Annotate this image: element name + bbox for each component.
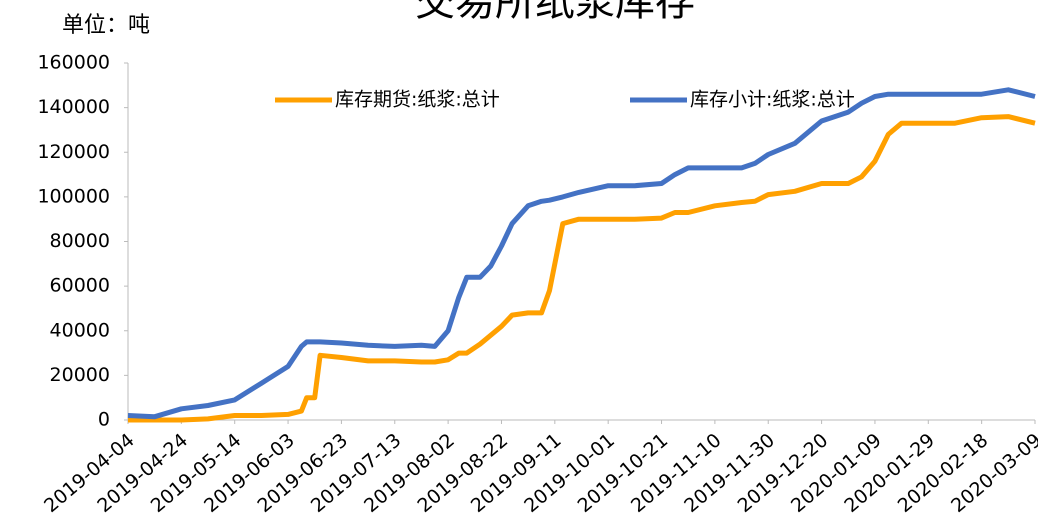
chart-title: 交易所纸浆库存 — [415, 0, 695, 25]
y-tick-label: 100000 — [37, 185, 110, 207]
x-tick-label: 2020-03-09 — [947, 429, 1038, 517]
y-tick-label: 0 — [98, 409, 110, 431]
y-tick-label: 20000 — [50, 364, 110, 386]
y-tick-label: 140000 — [37, 96, 110, 118]
y-tick-label: 40000 — [50, 319, 110, 341]
series-line — [128, 114, 1036, 423]
legend-label: 库存期货:纸浆:总计 — [335, 89, 500, 111]
y-tick-label: 160000 — [37, 52, 110, 74]
y-tick-label: 120000 — [37, 141, 110, 163]
legend-label: 库存小计:纸浆:总计 — [690, 89, 855, 111]
x-tick-label: 2019-04-04 — [40, 429, 139, 517]
y-tick-label: 60000 — [50, 275, 110, 297]
y-tick-label: 80000 — [50, 230, 110, 252]
unit-label: 单位：吨 — [62, 13, 150, 38]
series-line — [127, 87, 1036, 420]
